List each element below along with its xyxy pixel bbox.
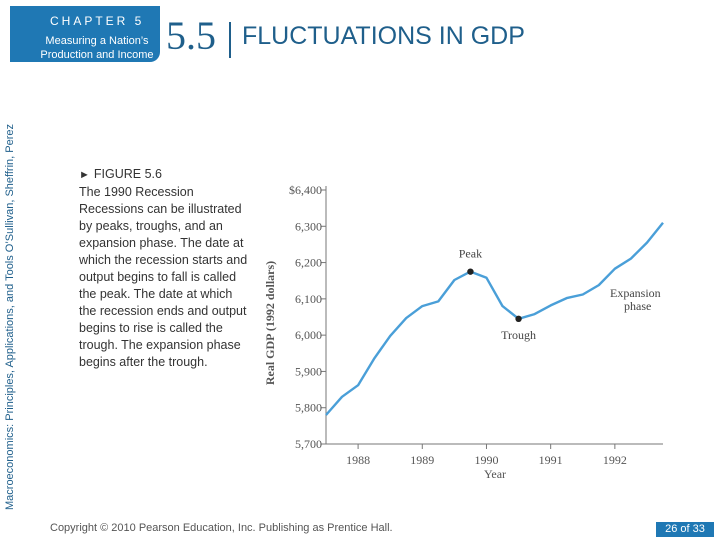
y-tick-label: 6,200: [295, 256, 322, 270]
annotation-peak: Peak: [459, 247, 482, 261]
y-tick-label: 5,800: [295, 401, 322, 415]
peak-point: [467, 268, 474, 275]
triangle-marker-icon: ►: [79, 169, 90, 181]
y-tick-label: 5,900: [295, 364, 322, 378]
y-tick-label: 6,000: [295, 328, 322, 342]
section-number: 5.5: [166, 13, 216, 58]
y-tick-label: 5,700: [295, 437, 322, 451]
y-tick-labels: 5,700 5,800 5,900 6,000 6,100 6,200 6,300 $6,40…: [289, 183, 326, 451]
section-divider: [229, 22, 231, 58]
x-axis-label: Year: [484, 467, 506, 481]
figure-caption: ► FIGURE 5.6 The 1990 Recession Recession…: [79, 166, 251, 371]
marked-points: [467, 268, 522, 323]
annotation-trough: Trough: [501, 328, 536, 342]
gdp-line-chart: Real GDP (1992 dollars) Year 5,7005,8005…: [263, 183, 664, 481]
x-tick-label: 1989: [410, 453, 434, 467]
copyright-text: Copyright © 2010 Pearson Education, Inc.…: [50, 522, 393, 534]
y-tick-label: $6,400: [289, 183, 322, 197]
y-tick-label: 6,300: [295, 219, 322, 233]
series-lines: [325, 221, 664, 416]
gdp-series-line: [325, 221, 664, 416]
page-number-badge: 26 of 33: [656, 522, 714, 537]
figure-label: FIGURE 5.6: [93, 167, 162, 181]
annotation-phase: phase: [624, 299, 651, 313]
x-tick-label: 1992: [603, 453, 627, 467]
section-title: FLUCTUATIONS IN GDP: [242, 22, 525, 50]
annotation-expansion: Expansion: [610, 286, 661, 300]
axes: [325, 186, 663, 445]
y-tick-label: 6,100: [295, 292, 322, 306]
trough-point: [515, 315, 522, 323]
x-tick-label: 1988: [346, 453, 370, 467]
figure-description: Recessions can be illustrated by peaks, …: [79, 202, 248, 369]
chapter-subtitle: Measuring a Nation’s Production and Inco…: [40, 35, 154, 61]
chapter-label: CHAPTER 5: [50, 14, 145, 28]
x-tick-labels: 1988 1989 1990 1991 1992: [346, 444, 627, 467]
book-title-vertical: Macroeconomics: Principles, Applications…: [4, 123, 16, 510]
figure-title: The 1990 Recession: [79, 185, 194, 199]
figure-label-line: ► FIGURE 5.6: [79, 166, 251, 184]
x-tick-label: 1991: [539, 453, 563, 467]
x-tick-label: 1990: [474, 453, 498, 467]
y-axis-label: Real GDP (1992 dollars): [263, 261, 277, 385]
chapter-banner: CHAPTER 5 Measuring a Nation’s Productio…: [10, 6, 160, 62]
